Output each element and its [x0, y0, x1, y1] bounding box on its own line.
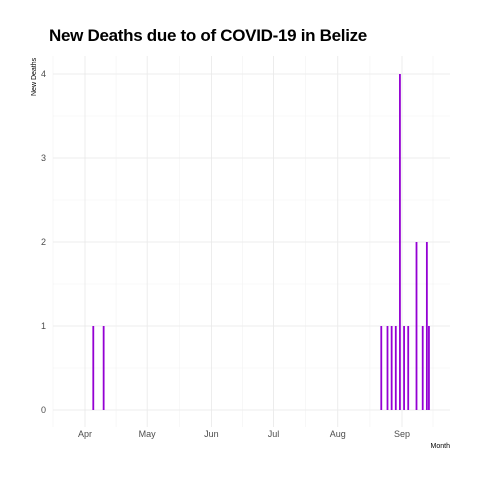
bar	[428, 326, 430, 410]
y-tick-label: 4	[41, 69, 46, 79]
chart-title: New Deaths due to of COVID-19 in Belize	[49, 26, 367, 45]
y-tick-label: 2	[41, 237, 46, 247]
bar	[415, 242, 418, 410]
bars	[92, 74, 430, 410]
bar	[399, 74, 401, 410]
bar	[394, 326, 397, 410]
y-axis-title: New Deaths	[31, 57, 38, 96]
x-tick-label: May	[139, 429, 157, 439]
major-gridlines	[53, 56, 450, 427]
y-tick-label: 1	[41, 321, 46, 331]
y-axis-tick-labels: 0 1 2 3 4	[41, 69, 46, 415]
bar	[386, 326, 389, 410]
bar	[403, 326, 405, 410]
y-tick-label: 0	[41, 405, 46, 415]
bar	[380, 326, 383, 410]
x-tick-label: Apr	[78, 429, 92, 439]
bar	[102, 326, 105, 410]
x-axis-title: Month	[431, 443, 451, 450]
x-tick-label: Aug	[330, 429, 346, 439]
bar	[390, 326, 393, 410]
bar	[425, 242, 428, 410]
x-tick-label: Jul	[268, 429, 280, 439]
bar	[407, 326, 410, 410]
bar	[421, 326, 424, 410]
bar	[92, 326, 95, 410]
x-tick-label: Sep	[394, 429, 410, 439]
y-tick-label: 3	[41, 153, 46, 163]
minor-gridlines	[52, 56, 450, 427]
x-axis-tick-labels: Apr May Jun Jul Aug Sep	[78, 429, 410, 439]
x-tick-label: Jun	[204, 429, 219, 439]
